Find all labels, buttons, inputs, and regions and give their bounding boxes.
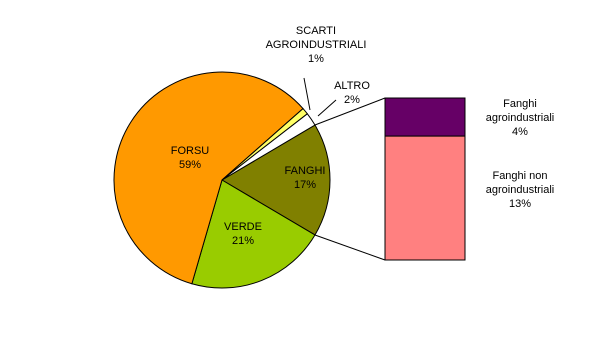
pie-slice — [221, 124, 331, 236]
data-label: FANGHI 17% — [265, 164, 345, 192]
label-text: 2% — [344, 94, 360, 106]
leader-line — [303, 77, 311, 111]
pie-slice — [113, 71, 304, 285]
label-text: 4% — [512, 126, 528, 138]
bar-segment — [384, 135, 466, 261]
bar-segment — [384, 97, 466, 137]
label-text: 1% — [308, 53, 324, 65]
connector-line — [314, 234, 386, 261]
data-label: VERDE 21% — [203, 220, 283, 248]
data-label: SCARTI AGROINDUSTRIALI 1% — [261, 24, 371, 66]
connector-line — [314, 97, 386, 126]
data-label: Fanghi non agroindustriali 13% — [475, 169, 565, 211]
data-label: ALTRO 2% — [322, 79, 382, 107]
pie-slice — [221, 113, 316, 181]
leader-line — [317, 99, 337, 117]
label-text: FORSU — [170, 145, 210, 157]
label-text: ALTRO — [334, 80, 370, 92]
label-text: 17% — [293, 179, 317, 191]
label-text: Fanghi non agroindustriali — [485, 170, 555, 196]
label-text: VERDE — [224, 221, 262, 233]
data-label: Fanghi agroindustriali 4% — [475, 97, 565, 139]
label-text: FANGHI — [284, 165, 326, 177]
data-label: FORSU 59% — [150, 144, 230, 172]
label-text: 13% — [508, 198, 532, 210]
label-text: Fanghi agroindustriali — [485, 98, 555, 124]
label-text: 59% — [178, 159, 202, 171]
label-text: 21% — [231, 235, 255, 247]
label-text: SCARTI AGROINDUSTRIALI — [265, 25, 367, 51]
pie-slice — [191, 179, 316, 289]
